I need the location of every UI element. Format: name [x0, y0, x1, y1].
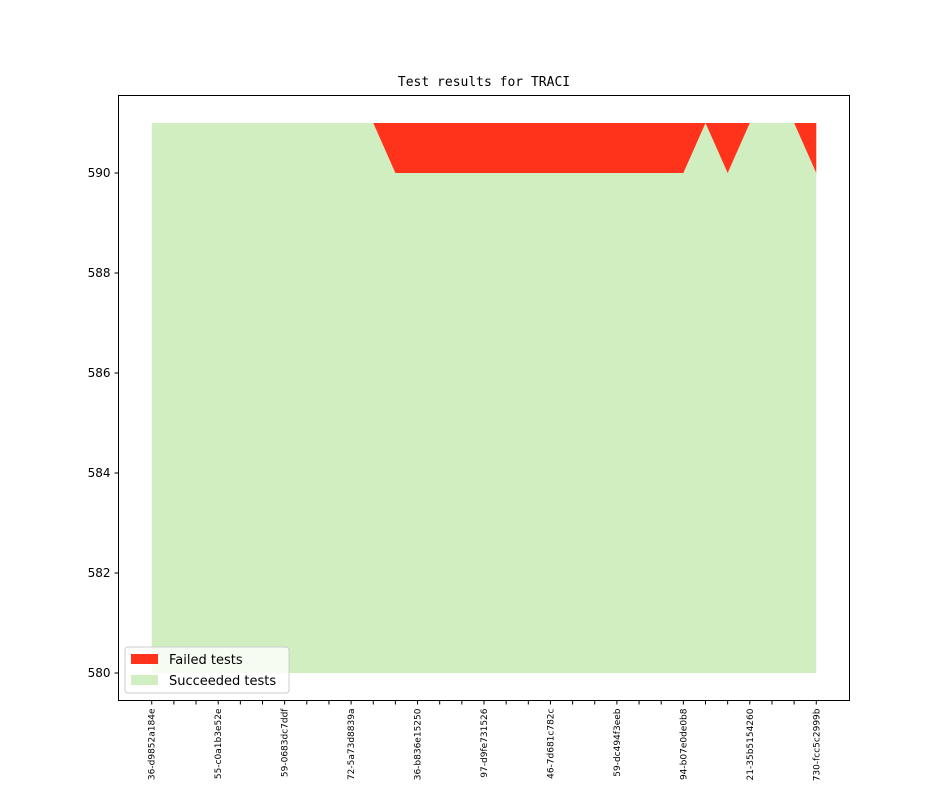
legend: Failed tests Succeeded tests: [124, 646, 290, 694]
x-tick-label: 72-5a73d8839a: [347, 709, 357, 781]
x-tick-label: 36-b836e15250: [414, 708, 424, 780]
x-tick-label: 55-c0a1b3e52e: [214, 708, 224, 779]
area-succeeded-tests: [151, 123, 817, 673]
y-tick-label: 590: [88, 166, 111, 180]
y-tick-label: 582: [88, 566, 111, 580]
area-failed-tests: [151, 123, 817, 173]
x-tick-label: 97-d9fe731526: [480, 708, 490, 777]
x-tick-label: 59-dc494f3eeb: [613, 708, 623, 777]
x-tick-label: 36-d9852a184e: [148, 708, 158, 780]
chart-title: Test results for TRACI: [398, 75, 570, 90]
x-tick-label: 730-fcc5c2999b: [812, 708, 822, 781]
x-tick-label: 94-b07e0de0b8: [679, 708, 689, 780]
x-tick-label: 21-35b5154260: [746, 708, 756, 780]
x-tick-label: 59-0683dc7ddf: [281, 708, 291, 777]
x-tick-label: 46-7d681c782c: [546, 708, 556, 778]
legend-swatch-succeeded: [131, 675, 158, 685]
legend-label-succeeded: Succeeded tests: [169, 674, 276, 689]
y-tick-label: 586: [88, 366, 111, 380]
y-tick-label: 588: [88, 266, 111, 280]
y-tick-label: 580: [88, 666, 111, 680]
y-tick-label: 584: [88, 466, 111, 480]
legend-swatch-failed: [131, 654, 158, 664]
legend-label-failed: Failed tests: [169, 653, 243, 668]
